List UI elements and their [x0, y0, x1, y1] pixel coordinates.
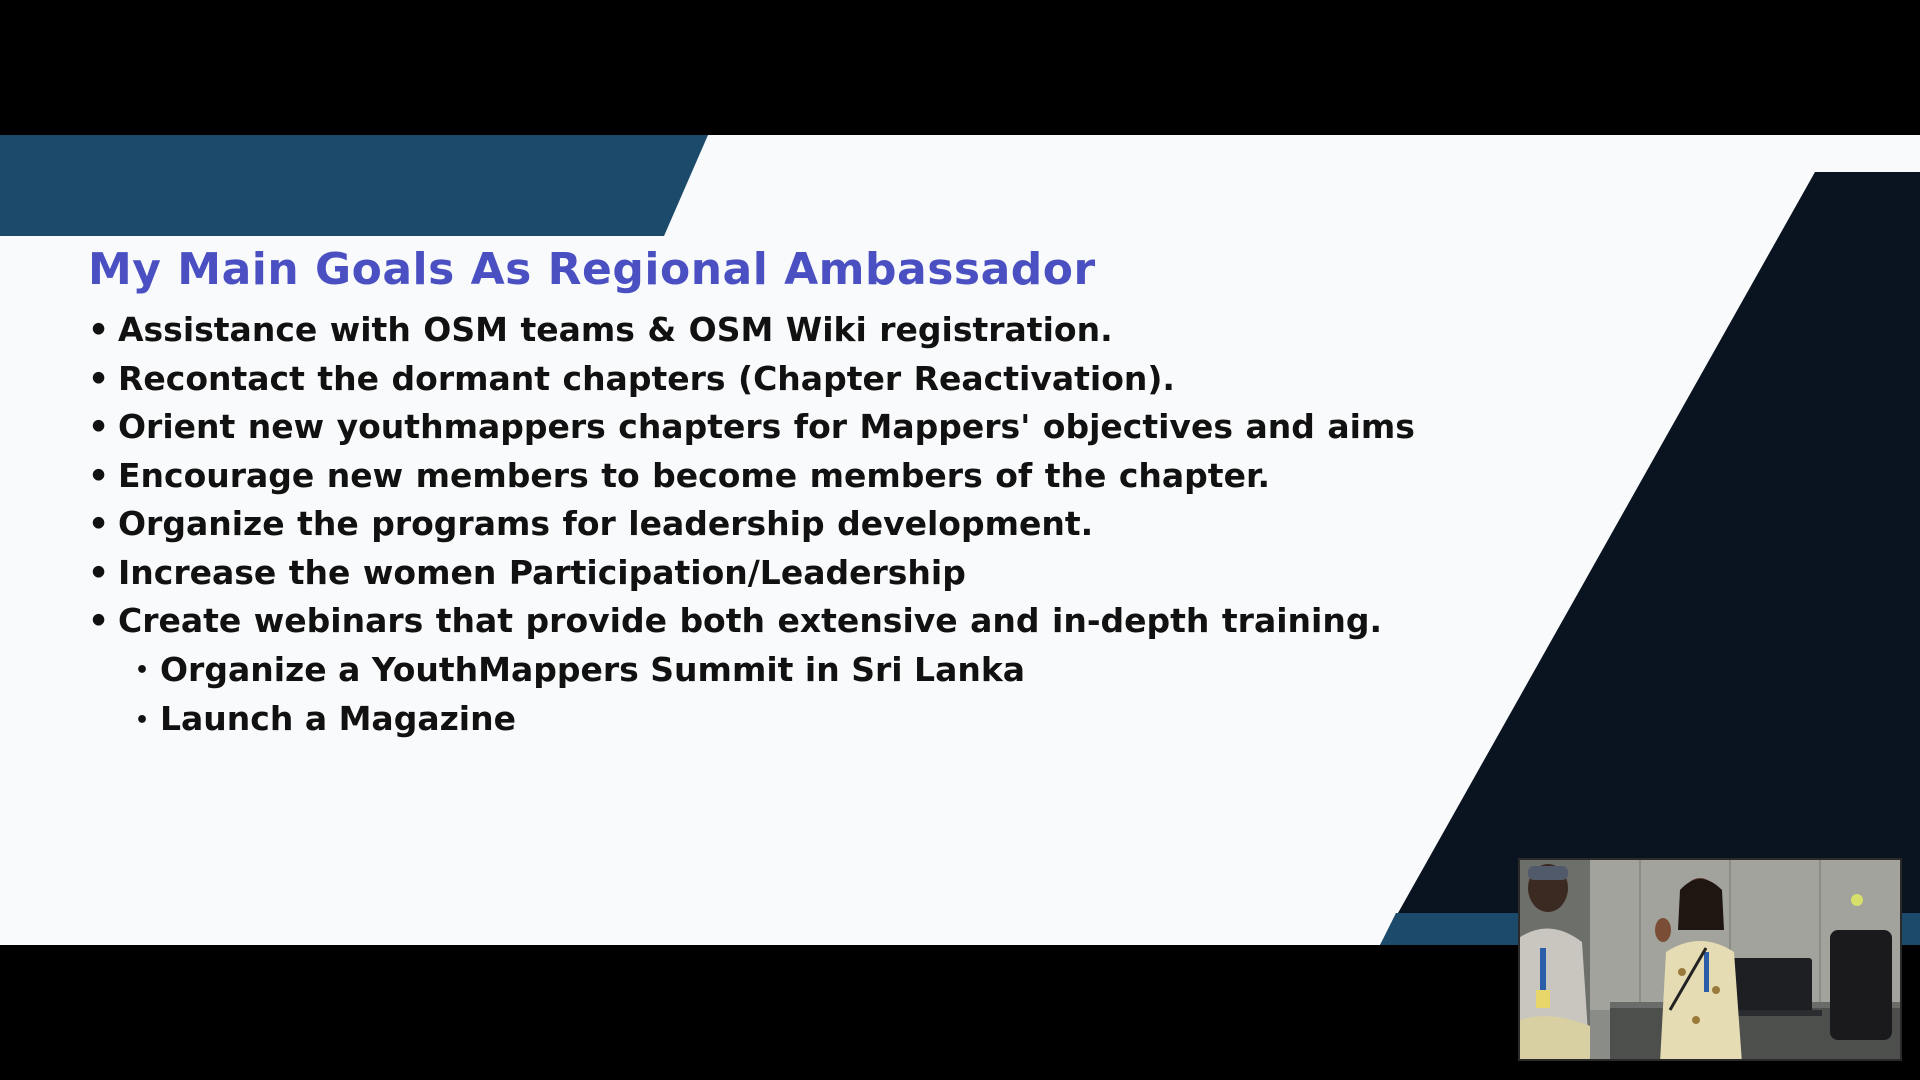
sub-goal-item: • Launch a Magazine [124, 695, 1493, 745]
sub-goal-text: Launch a Magazine [160, 699, 516, 739]
bullet-dot-icon: • [88, 552, 110, 592]
bullet-dot-icon: • [88, 455, 110, 495]
goals-list: • Assistance with OSM teams & OSM Wiki re… [88, 306, 1493, 646]
bullet-dot-icon: • [88, 310, 110, 349]
bullet-dot-icon: • [88, 504, 110, 543]
slide-blue-band-top [0, 135, 708, 236]
goal-text: Increase the women Participation/Leaders… [118, 552, 966, 592]
slide-title: My Main Goals As Regional Ambassador [88, 244, 1096, 295]
goal-item: • Increase the women Participation/Leader… [88, 549, 1493, 598]
goal-text: Encourage new members to become members … [118, 455, 1271, 495]
speaker-video-pip [1518, 858, 1902, 1061]
sub-goals-list: • Organize a YouthMappers Summit in Sri L… [88, 646, 1493, 746]
goal-item: • Orient new youthmappers chapters for Ma… [88, 403, 1493, 452]
goal-item: • Encourage new members to become members… [88, 452, 1493, 501]
goal-text: Organize the programs for leadership dev… [118, 504, 1094, 543]
slide-content: My Main Goals As Regional Ambassador • As… [88, 240, 1493, 745]
bullet-dot-icon: • [88, 407, 110, 446]
bullet-dot-icon: • [88, 358, 110, 398]
speaker-video-feed-icon [1520, 860, 1900, 1059]
goal-text: Recontact the dormant chapters (Chapter … [118, 358, 1175, 398]
goal-text: Orient new youthmappers chapters for Map… [118, 407, 1415, 446]
sub-goal-text: Organize a YouthMappers Summit in Sri La… [160, 649, 1026, 689]
sub-goal-item: • Organize a YouthMappers Summit in Sri L… [124, 646, 1493, 696]
bullet-dot-icon: • [88, 601, 110, 640]
presentation-slide: My Main Goals As Regional Ambassador • As… [0, 135, 1920, 945]
sub-bullet-dot-icon: • [134, 657, 150, 683]
goal-item: • Organize the programs for leadership de… [88, 500, 1493, 549]
goal-text: Create webinars that provide both extens… [118, 601, 1382, 640]
goal-item: • Recontact the dormant chapters (Chapter… [88, 355, 1493, 404]
slide-dark-panel [1380, 172, 1920, 945]
goal-item: • Assistance with OSM teams & OSM Wiki re… [88, 306, 1493, 355]
sub-bullet-dot-icon: • [134, 707, 150, 733]
goal-text: Assistance with OSM teams & OSM Wiki reg… [118, 310, 1113, 349]
goal-item: • Create webinars that provide both exten… [88, 597, 1493, 646]
